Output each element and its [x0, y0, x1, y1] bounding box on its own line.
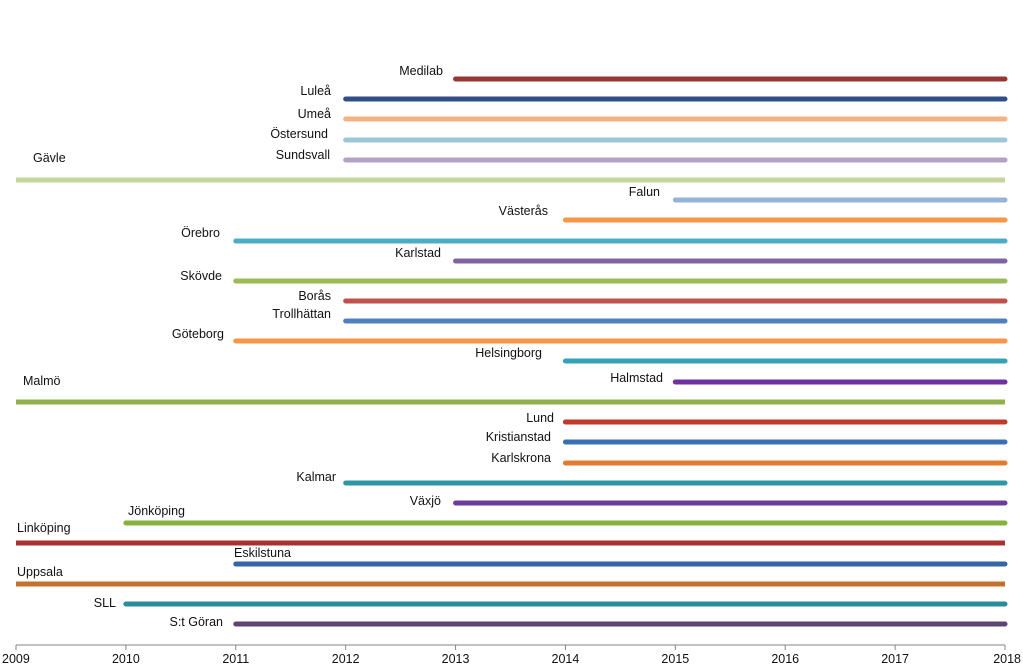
label-örebro: Örebro	[181, 226, 220, 240]
x-tick-label: 2015	[661, 652, 689, 666]
x-tick-label: 2014	[552, 652, 580, 666]
label-trollhättan: Trollhättan	[272, 307, 331, 321]
label-falun: Falun	[629, 185, 660, 199]
label-helsingborg: Helsingborg	[475, 346, 542, 360]
label-medilab: Medilab	[399, 64, 443, 78]
label-göteborg: Göteborg	[172, 327, 224, 341]
labels-group: Medilab Luleå Umeå Östersund Sundsvall Gävle F…	[17, 64, 663, 629]
label-uppsala: Uppsala	[17, 565, 63, 579]
x-tick-label: 2013	[442, 652, 470, 666]
label-jönköping: Jönköping	[128, 504, 185, 518]
x-axis: 2009 2010 2011 2012 2013 2014 2015 2016 2017 2018	[2, 644, 1021, 666]
label-borås: Borås	[298, 289, 331, 303]
x-tick-label: 2012	[332, 652, 360, 666]
x-tick-label: 2017	[881, 652, 909, 666]
label-linköping: Linköping	[17, 521, 71, 535]
x-tick-label: 2009	[2, 652, 30, 666]
label-umeå: Umeå	[298, 107, 331, 121]
label-västerås: Västerås	[499, 204, 548, 218]
label-kristianstad: Kristianstad	[486, 430, 551, 444]
label-sundsvall: Sundsvall	[276, 148, 330, 162]
x-tick-label: 2016	[771, 652, 799, 666]
label-sll: SLL	[94, 596, 116, 610]
label-karlstad: Karlstad	[395, 246, 441, 260]
label-lund: Lund	[526, 411, 554, 425]
x-tick-label: 2010	[112, 652, 140, 666]
label-karlskrona: Karlskrona	[491, 451, 551, 465]
bars-group	[16, 76, 1008, 627]
x-tick-label: 2018	[993, 652, 1021, 666]
x-tick-label: 2011	[222, 652, 249, 666]
label-växjö: Växjö	[410, 494, 441, 508]
label-skövde: Skövde	[180, 269, 222, 283]
label-malmö: Malmö	[23, 374, 61, 388]
label-kalmar: Kalmar	[296, 470, 336, 484]
label-s-t-göran: S:t Göran	[170, 615, 224, 629]
label-eskilstuna: Eskilstuna	[234, 546, 291, 560]
label-luleå: Luleå	[300, 84, 331, 98]
label-gävle: Gävle	[33, 151, 66, 165]
label-östersund: Östersund	[270, 127, 328, 141]
label-halmstad: Halmstad	[610, 371, 663, 385]
